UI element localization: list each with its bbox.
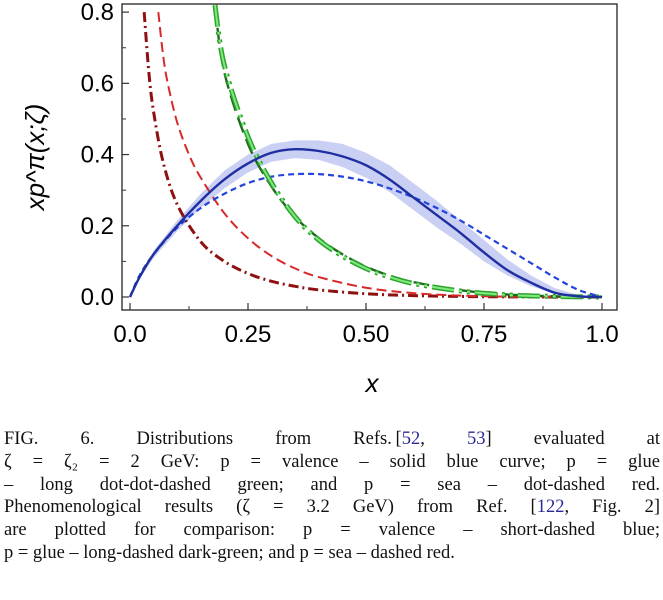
series-dashed-red bbox=[157, 12, 603, 298]
y-tick-label: 0.2 bbox=[81, 213, 114, 240]
axis-ticks: 0.0 0.25 0.50 0.75 1.0 0.0 0.2 0.4 0.6 0.8 bbox=[81, 0, 619, 348]
ref-link-122[interactable]: 122 bbox=[536, 497, 565, 518]
valence-band-area bbox=[139, 140, 602, 297]
valence-uncertainty-band bbox=[139, 140, 602, 297]
plot-frame bbox=[121, 3, 618, 311]
x-tick-label: 0.50 bbox=[343, 321, 390, 348]
y-tick-label: 0.8 bbox=[81, 0, 114, 26]
y-tick-label: 0.6 bbox=[81, 70, 114, 97]
y-axis-title: xp^π(x;ζ) bbox=[20, 104, 50, 213]
figure-caption: FIG. 6. Distributions from Refs. [52, 53… bbox=[4, 428, 660, 565]
caption-line-5: are plotted for comparison: p = valence … bbox=[4, 520, 660, 541]
caption-line-1: FIG. 6. Distributions from Refs. [52, 53… bbox=[4, 429, 661, 449]
series-dot-dashed-red bbox=[142, 12, 603, 299]
series-short-dashed-blue bbox=[128, 172, 603, 299]
y-tick-label: 0.4 bbox=[81, 142, 114, 169]
caption-fig-label: FIG. 6. bbox=[4, 429, 137, 449]
caption-line-2: ζ = ζ₂ = 2 GeV: p = valence – solid blue… bbox=[4, 451, 660, 472]
caption-line-3: – long dot-dot-dashed green; and p = sea… bbox=[4, 474, 660, 495]
ref-link-53[interactable]: 53 bbox=[466, 429, 486, 449]
x-tick-label: 0.75 bbox=[461, 321, 508, 348]
x-tick-label: 1.0 bbox=[585, 321, 618, 348]
y-tick-label: 0.0 bbox=[81, 284, 114, 311]
series-solid-blue bbox=[128, 147, 603, 299]
caption-line-6: p = glue – long-dashed dark-green; and p… bbox=[4, 542, 455, 563]
series-long-dot-dot-dashed-green-highlight bbox=[213, 4, 603, 298]
series-layer bbox=[128, 4, 603, 300]
caption-line-4: Phenomenological results (ζ = 3.2 GeV) f… bbox=[4, 497, 660, 518]
x-tick-label: 0.25 bbox=[225, 321, 272, 348]
series-long-dashed-dark-green bbox=[213, 4, 603, 299]
x-axis-title: x bbox=[364, 368, 380, 398]
ref-link-52[interactable]: 52 bbox=[401, 429, 421, 449]
distribution-chart: 0.0 0.25 0.50 0.75 1.0 0.0 0.2 0.4 0.6 0.8 x xp^π… bbox=[20, 0, 619, 398]
x-tick-label: 0.0 bbox=[113, 321, 146, 348]
